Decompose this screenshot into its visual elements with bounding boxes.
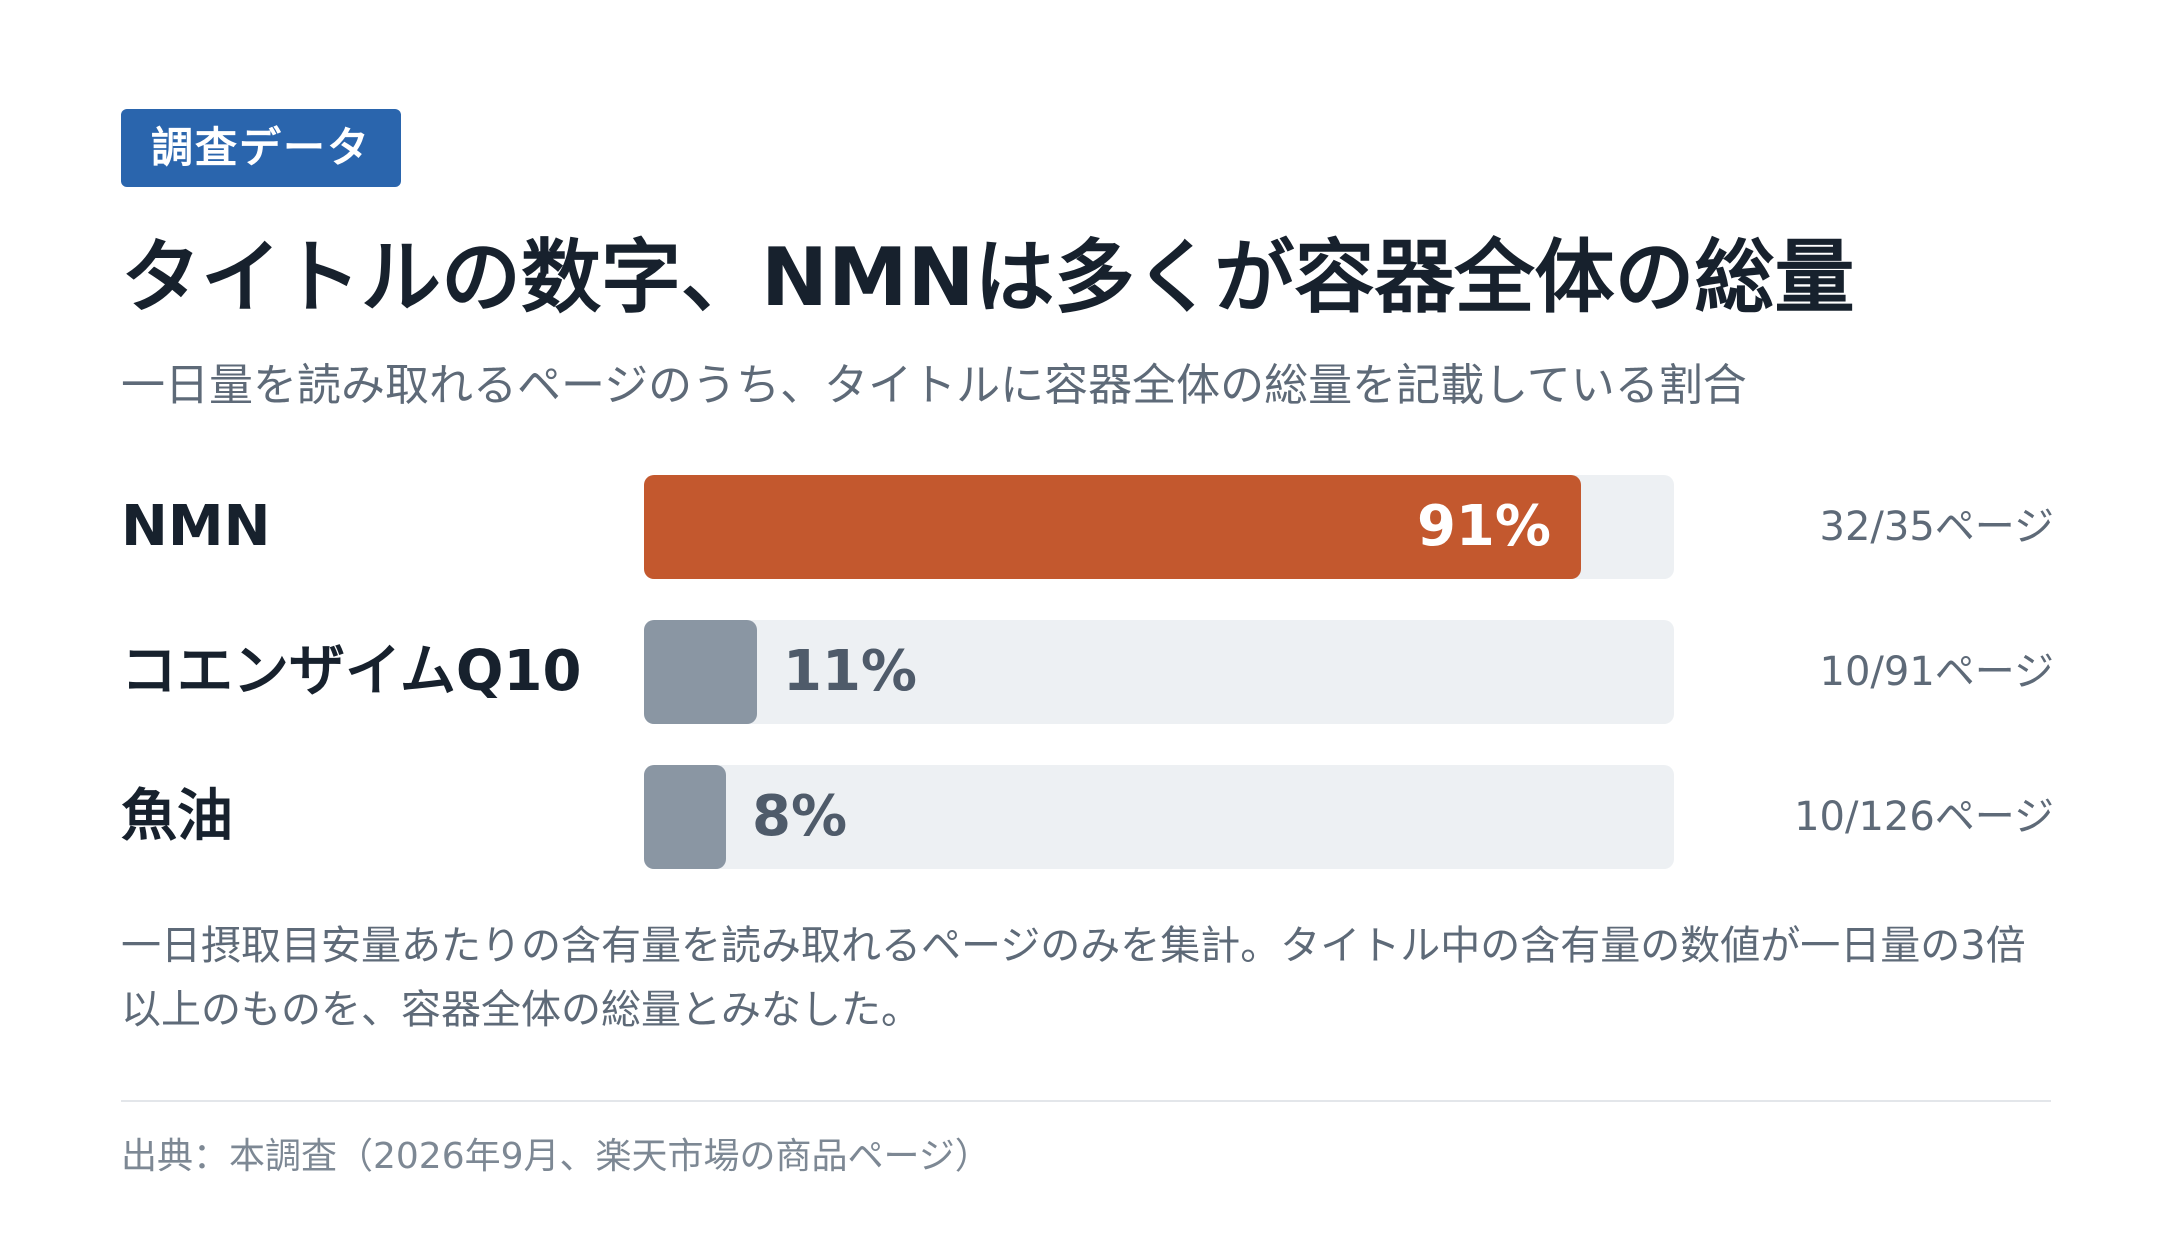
page-count-label: 10/91ページ xyxy=(1819,649,2054,695)
bar-track: 11% xyxy=(644,620,1674,724)
value-label: 91% xyxy=(1416,494,1551,559)
page-count-label: 32/35ページ xyxy=(1819,504,2054,550)
chart-subtitle: 一日量を読み取れるページのうち、タイトルに容器全体の総量を記載している割合 xyxy=(121,360,1747,411)
bar-track: 91% xyxy=(644,475,1674,579)
category-label: 魚油 xyxy=(121,784,233,849)
source-text: 出典：本調査（2026年9月、楽天市場の商品ページ） xyxy=(121,1136,991,1177)
bar xyxy=(644,475,1581,579)
divider xyxy=(121,1100,2051,1102)
category-label: NMN xyxy=(121,494,271,559)
value-label: 11% xyxy=(783,639,918,704)
bar xyxy=(644,765,726,869)
methodology-note: 一日摂取目安量あたりの含有量を読み取れるページのみを集計。タイトル中の含有量の数… xyxy=(121,923,2026,1033)
bar xyxy=(644,620,757,724)
bar-track: 8% xyxy=(644,765,1674,869)
survey-badge: 調査データ xyxy=(121,109,402,187)
page-title: タイトルの数字、NMNは多くが容器全体の総量 xyxy=(121,231,1855,324)
category-label: コエンザイムQ10 xyxy=(121,639,582,704)
page-count-label: 10/126ページ xyxy=(1794,794,2054,840)
value-label: 8% xyxy=(752,784,848,849)
